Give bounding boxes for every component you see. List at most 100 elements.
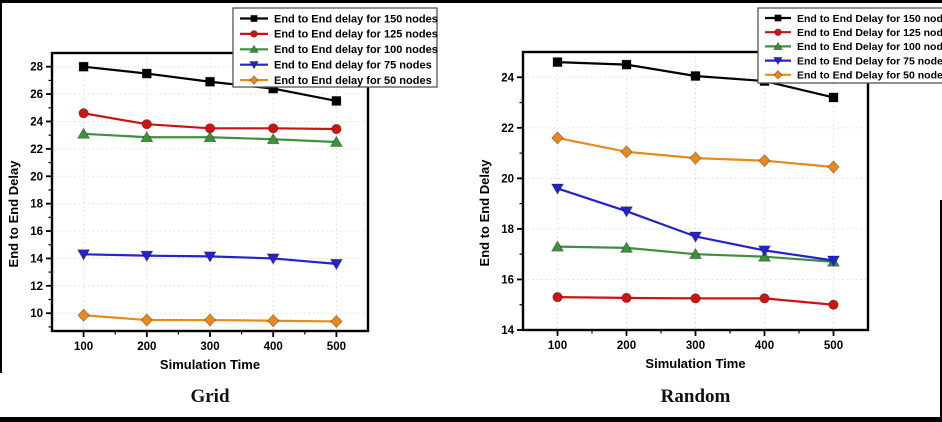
series-diamond [551,131,840,174]
triangle-down-marker [773,57,783,66]
border-right [940,200,942,422]
circle-marker [250,30,258,38]
legend: End to End delay for 150 nodes End to End… [232,7,438,88]
border-left [0,0,2,373]
triangle-up-marker [266,132,280,145]
x-tick-label: 200 [137,341,156,353]
legend-entry-label: End to End delay for 100 nodes [274,44,438,56]
plot-gridlines [52,53,368,331]
triangle-down-marker [757,245,772,257]
circle-marker [552,292,563,303]
legend-entry-label: End to End delay for 75 nodes [274,60,432,72]
series-diamond [77,308,343,329]
triangle-down-marker [550,183,565,195]
x-tick-label: 200 [617,340,636,352]
legend-entry-label: End to End Delay for 75 nodes [797,55,942,67]
triangle-down-marker [249,61,259,70]
legend-entry-label: End to End Delay for 100 nodes [797,41,942,53]
triangle-up-marker [688,247,703,260]
x-tick-label: 100 [548,340,567,352]
y-tick-label: 22 [501,123,514,135]
x-tick-label: 500 [327,341,346,353]
y-axis-label: End to End Delay [6,160,21,268]
triangle-up-marker [249,44,259,53]
triangle-up-marker [77,127,91,139]
triangle-up-marker [773,41,783,50]
triangle-down-marker [77,249,91,261]
diamond-marker [689,151,702,165]
x-tick-label: 500 [824,340,843,352]
square-marker [774,14,782,22]
circle-marker [141,119,152,130]
legend-entry-label: End to End Delay for 50 nodes [797,70,942,82]
legend-entry-label: End to End delay for 50 nodes [274,75,432,87]
y-tick-label: 20 [501,173,514,185]
diamond-marker [249,75,259,86]
circle-marker [78,108,89,119]
legend-entry-label: End to End Delay for 125 nodes [797,27,942,39]
diamond-marker [77,308,90,322]
y-axis-label: End to End Delay [477,159,492,267]
square-marker [78,61,89,72]
series-circle [552,292,839,310]
axis-ticks [46,65,338,337]
border-bottom [0,417,942,422]
legend-entry-label: End to End Delay for 150 nodes [797,13,942,25]
diamond-marker [758,154,771,168]
y-tick-label: 18 [30,199,43,211]
circle-marker [828,299,839,310]
legend-entry-label: End to End delay for 150 nodes [274,13,438,25]
diamond-marker [827,160,840,174]
triangle-down-marker [266,253,280,265]
y-tick-label: 18 [501,224,514,236]
diamond-marker [203,313,217,327]
series-triangle-up [550,240,841,267]
x-tick-label: 300 [200,341,219,353]
square-marker [621,59,632,70]
x-tick-label: 100 [74,341,93,353]
diamond-marker [267,314,280,328]
square-marker [690,71,701,81]
triangle-up-marker [203,130,217,143]
y-tick-label: 12 [30,281,43,293]
y-tick-label: 26 [30,89,43,101]
triangle-down-marker [619,206,634,218]
random-chart-panel: 100 200 300 400 500 14 16 18 20 22 24 Simulation Ti… [471,0,942,422]
y-tick-label: 10 [30,308,43,320]
axis-tick-labels: 100 200 300 400 500 14 16 18 20 22 24 [501,72,843,352]
y-tick-label: 24 [30,116,43,128]
square-marker [141,68,152,79]
square-marker [331,96,342,106]
series-square [78,61,342,106]
series-triangle-up [77,127,343,147]
triangle-up-marker [550,240,565,252]
x-tick-label: 400 [264,341,283,353]
diamond-marker [773,69,783,80]
chart-caption-random: Random [660,386,731,407]
series-circle [78,108,342,135]
grid-chart-panel: 100 200 300 400 500 10 12 14 16 18 20 22 24 26 28 Simul… [6,7,438,407]
series-triangle-down [77,249,343,271]
plot-frame [521,50,870,332]
diamond-marker [620,145,633,159]
circle-marker [331,123,342,135]
diamond-marker [140,313,153,327]
square-marker [552,57,563,68]
axis-tick-labels: 100 200 300 400 500 10 12 14 16 18 20 22 24 26 28 [30,62,346,353]
y-tick-label: 24 [501,72,514,84]
plot-frame [50,51,370,333]
triangle-up-marker [140,130,154,143]
y-tick-label: 16 [30,226,43,238]
triangle-down-marker [203,251,217,263]
square-marker [828,92,839,103]
legend-entry-label: End to End delay for 125 nodes [274,29,438,41]
x-axis-label: Simulation Time [645,356,745,371]
y-tick-label: 14 [30,253,43,265]
chart-caption-grid: Grid [190,386,230,407]
y-tick-label: 14 [501,325,514,337]
circle-marker [268,123,279,134]
circle-marker [759,293,770,304]
triangle-up-marker [757,250,772,262]
triangle-down-marker [826,255,841,267]
x-axis-label: Simulation Time [160,357,260,372]
